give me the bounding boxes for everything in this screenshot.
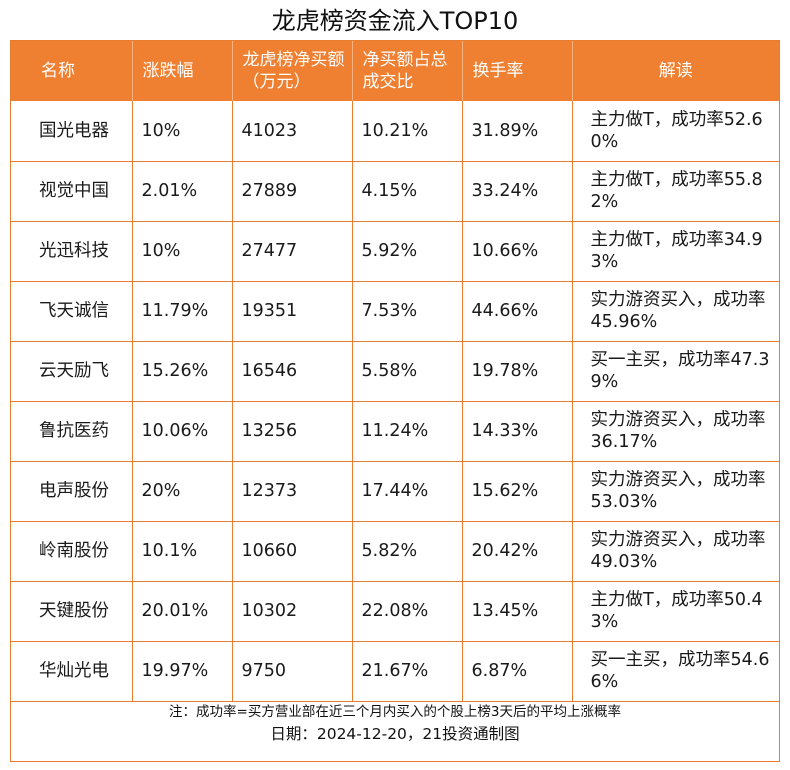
header-turnover: 换手率 xyxy=(462,41,573,101)
stock-name-cell: 华灿光电 xyxy=(11,641,133,702)
turnover-cell: 19.78% xyxy=(462,341,573,402)
interpretation-cell: 实力游资买入，成功率53.03% xyxy=(572,461,779,522)
net-buy-cell: 12373 xyxy=(232,461,353,522)
table-row: 国光电器 10% 41023 10.21% 31.89% 主力做T，成功率52.60% xyxy=(11,101,779,162)
interpretation-cell: 主力做T，成功率52.60% xyxy=(572,101,779,162)
turnover-cell: 10.66% xyxy=(462,221,573,282)
table-row: 岭南股份 10.1% 10660 5.82% 20.42% 实力游资买入，成功率49.03… xyxy=(11,521,779,582)
interpretation-cell: 主力做T，成功率34.93% xyxy=(572,221,779,282)
net-buy-cell: 10302 xyxy=(232,581,353,642)
change-cell: 20.01% xyxy=(132,581,233,642)
stock-name-cell: 国光电器 xyxy=(11,101,133,162)
change-cell: 10% xyxy=(132,221,233,282)
fund-inflow-table: 名称 涨跌幅 龙虎榜净买额（万元） 净买额占总成交比 换手率 解读 国光电器 10… xyxy=(11,41,779,702)
table-row: 华灿光电 19.97% 9750 21.67% 6.87% 买一主买，成功率54.66% xyxy=(11,641,779,702)
net-buy-ratio-cell: 5.58% xyxy=(352,341,463,402)
net-buy-ratio-cell: 21.67% xyxy=(352,641,463,702)
date-credit: 日期：2024-12-20，21投资通制图 xyxy=(270,725,520,743)
interpretation-cell: 实力游资买入，成功率45.96% xyxy=(572,281,779,342)
net-buy-cell: 41023 xyxy=(232,101,353,162)
table-row: 鲁抗医药 10.06% 13256 11.24% 14.33% 实力游资买入，成功率36.… xyxy=(11,401,779,462)
stock-name-cell: 光迅科技 xyxy=(11,221,133,282)
turnover-cell: 6.87% xyxy=(462,641,573,702)
turnover-cell: 15.62% xyxy=(462,461,573,522)
header-name: 名称 xyxy=(11,41,133,101)
change-cell: 15.26% xyxy=(132,341,233,402)
turnover-cell: 44.66% xyxy=(462,281,573,342)
header-net-buy-ratio: 净买额占总成交比 xyxy=(352,41,463,101)
net-buy-cell: 27889 xyxy=(232,161,353,222)
net-buy-cell: 9750 xyxy=(232,641,353,702)
interpretation-cell: 买一主买，成功率47.39% xyxy=(572,341,779,402)
change-cell: 2.01% xyxy=(132,161,233,222)
net-buy-ratio-cell: 17.44% xyxy=(352,461,463,522)
net-buy-ratio-cell: 10.21% xyxy=(352,101,463,162)
stock-name-cell: 岭南股份 xyxy=(11,521,133,582)
stock-name-cell: 云天励飞 xyxy=(11,341,133,402)
interpretation-cell: 实力游资买入，成功率36.17% xyxy=(572,401,779,462)
net-buy-cell: 13256 xyxy=(232,401,353,462)
net-buy-ratio-cell: 11.24% xyxy=(352,401,463,462)
table-header-row: 名称 涨跌幅 龙虎榜净买额（万元） 净买额占总成交比 换手率 解读 xyxy=(11,41,779,101)
net-buy-ratio-cell: 4.15% xyxy=(352,161,463,222)
interpretation-cell: 买一主买，成功率54.66% xyxy=(572,641,779,702)
change-cell: 19.97% xyxy=(132,641,233,702)
stock-name-cell: 天键股份 xyxy=(11,581,133,642)
interpretation-cell: 主力做T，成功率55.82% xyxy=(572,161,779,222)
table-row: 天键股份 20.01% 10302 22.08% 13.45% 主力做T，成功率50.43… xyxy=(11,581,779,642)
net-buy-ratio-cell: 22.08% xyxy=(352,581,463,642)
net-buy-cell: 16546 xyxy=(232,341,353,402)
turnover-cell: 33.24% xyxy=(462,161,573,222)
footnote: 注：成功率=买方营业部在近三个月内买入的个股上榜3天后的平均上涨概率 xyxy=(169,704,621,720)
net-buy-cell: 10660 xyxy=(232,521,353,582)
table-frame: 名称 涨跌幅 龙虎榜净买额（万元） 净买额占总成交比 换手率 解读 国光电器 10… xyxy=(10,40,780,762)
stock-name-cell: 鲁抗医药 xyxy=(11,401,133,462)
net-buy-cell: 27477 xyxy=(232,221,353,282)
interpretation-cell: 主力做T，成功率50.43% xyxy=(572,581,779,642)
change-cell: 10.06% xyxy=(132,401,233,462)
net-buy-cell: 19351 xyxy=(232,281,353,342)
header-change: 涨跌幅 xyxy=(132,41,233,101)
header-interpretation: 解读 xyxy=(572,41,779,101)
table-row: 飞天诚信 11.79% 19351 7.53% 44.66% 实力游资买入，成功率45.9… xyxy=(11,281,779,342)
stock-name-cell: 视觉中国 xyxy=(11,161,133,222)
turnover-cell: 31.89% xyxy=(462,101,573,162)
table-row: 云天励飞 15.26% 16546 5.58% 19.78% 买一主买，成功率47.39% xyxy=(11,341,779,402)
turnover-cell: 20.42% xyxy=(462,521,573,582)
net-buy-ratio-cell: 5.82% xyxy=(352,521,463,582)
page-title: 龙虎榜资金流入TOP10 xyxy=(271,7,519,35)
header-net-buy: 龙虎榜净买额（万元） xyxy=(232,41,353,101)
interpretation-cell: 实力游资买入，成功率49.03% xyxy=(572,521,779,582)
change-cell: 11.79% xyxy=(132,281,233,342)
net-buy-ratio-cell: 7.53% xyxy=(352,281,463,342)
stock-name-cell: 飞天诚信 xyxy=(11,281,133,342)
table-row: 光迅科技 10% 27477 5.92% 10.66% 主力做T，成功率34.93% xyxy=(11,221,779,282)
turnover-cell: 14.33% xyxy=(462,401,573,462)
stock-name-cell: 电声股份 xyxy=(11,461,133,522)
net-buy-ratio-cell: 5.92% xyxy=(352,221,463,282)
table-row: 视觉中国 2.01% 27889 4.15% 33.24% 主力做T，成功率55.82% xyxy=(11,161,779,222)
change-cell: 20% xyxy=(132,461,233,522)
table-row: 电声股份 20% 12373 17.44% 15.62% 实力游资买入，成功率53.03% xyxy=(11,461,779,522)
change-cell: 10% xyxy=(132,101,233,162)
turnover-cell: 13.45% xyxy=(462,581,573,642)
footer: 注：成功率=买方营业部在近三个月内买入的个股上榜3天后的平均上涨概率 日期：20… xyxy=(11,701,779,745)
change-cell: 10.1% xyxy=(132,521,233,582)
